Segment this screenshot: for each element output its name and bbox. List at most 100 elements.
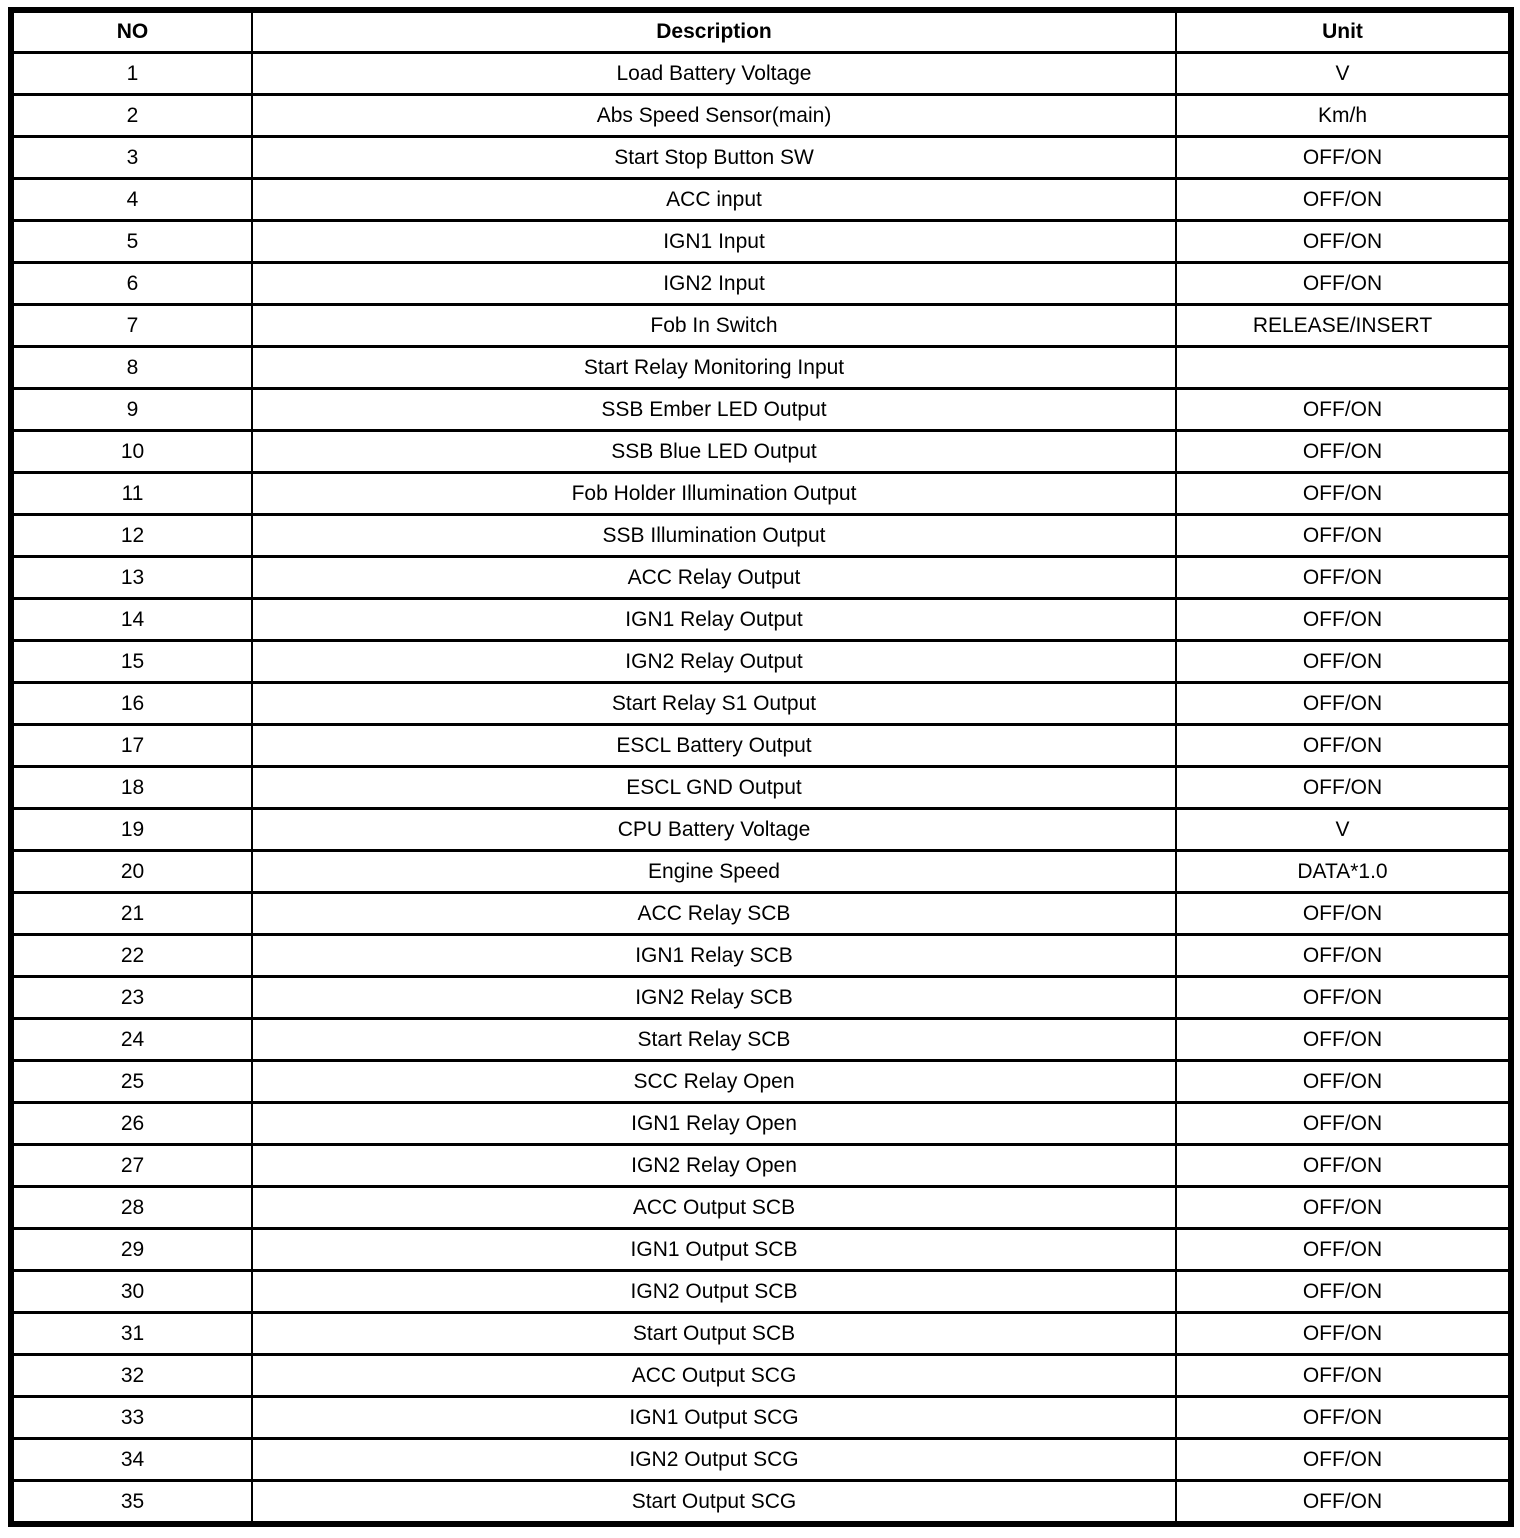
table-row: 16 Start Relay S1 Output OFF/ON [10,681,1512,726]
cell-description: ACC Output SCB [251,1185,1177,1230]
cell-no: 18 [10,765,253,810]
cell-no: 28 [10,1185,253,1230]
table-row: 23 IGN2 Relay SCB OFF/ON [10,975,1512,1020]
cell-unit: OFF/ON [1175,1017,1512,1062]
cell-unit: OFF/ON [1175,723,1512,768]
cell-no: 16 [10,681,253,726]
cell-description: Start Output SCB [251,1311,1177,1356]
cell-description: IGN1 Relay Output [251,597,1177,642]
cell-no: 15 [10,639,253,684]
table-row: 15 IGN2 Relay Output OFF/ON [10,639,1512,684]
cell-unit: OFF/ON [1175,1227,1512,1272]
cell-unit: OFF/ON [1175,933,1512,978]
cell-no: 13 [10,555,253,600]
cell-no: 20 [10,849,253,894]
table-row: 1 Load Battery Voltage V [10,51,1512,96]
cell-description: SSB Ember LED Output [251,387,1177,432]
cell-description: IGN2 Input [251,261,1177,306]
cell-description: SSB Illumination Output [251,513,1177,558]
cell-no: 11 [10,471,253,516]
table-row: 18 ESCL GND Output OFF/ON [10,765,1512,810]
cell-description: ESCL Battery Output [251,723,1177,768]
table-row: 22 IGN1 Relay SCB OFF/ON [10,933,1512,978]
cell-no: 24 [10,1017,253,1062]
data-list-table: NO Description Unit 1 Load Battery Volta… [8,7,1514,1527]
cell-unit: OFF/ON [1175,891,1512,936]
cell-no: 17 [10,723,253,768]
cell-description: IGN1 Output SCB [251,1227,1177,1272]
table-row: 32 ACC Output SCG OFF/ON [10,1353,1512,1398]
cell-description: IGN1 Input [251,219,1177,264]
table-row: 7 Fob In Switch RELEASE/INSERT [10,303,1512,348]
cell-unit: OFF/ON [1175,471,1512,516]
cell-no: 7 [10,303,253,348]
table-row: 10 SSB Blue LED Output OFF/ON [10,429,1512,474]
header-cell-no: NO [10,8,253,54]
cell-no: 6 [10,261,253,306]
cell-description: Fob In Switch [251,303,1177,348]
cell-unit: OFF/ON [1175,1353,1512,1398]
table-row: 4 ACC input OFF/ON [10,177,1512,222]
cell-description: CPU Battery Voltage [251,807,1177,852]
cell-description: IGN1 Relay Open [251,1101,1177,1146]
cell-no: 33 [10,1395,253,1440]
cell-description: Start Output SCG [251,1479,1177,1526]
table-row: 5 IGN1 Input OFF/ON [10,219,1512,264]
table-row: 28 ACC Output SCB OFF/ON [10,1185,1512,1230]
cell-unit: OFF/ON [1175,1311,1512,1356]
cell-description: SCC Relay Open [251,1059,1177,1104]
cell-description: ACC Output SCG [251,1353,1177,1398]
table-row: 14 IGN1 Relay Output OFF/ON [10,597,1512,642]
cell-no: 32 [10,1353,253,1398]
cell-no: 8 [10,345,253,390]
cell-no: 19 [10,807,253,852]
cell-description: Fob Holder Illumination Output [251,471,1177,516]
table-row: 9 SSB Ember LED Output OFF/ON [10,387,1512,432]
cell-unit: OFF/ON [1175,219,1512,264]
cell-unit: OFF/ON [1175,513,1512,558]
cell-unit: OFF/ON [1175,681,1512,726]
table-row: 19 CPU Battery Voltage V [10,807,1512,852]
table-row: 25 SCC Relay Open OFF/ON [10,1059,1512,1104]
table-row: 33 IGN1 Output SCG OFF/ON [10,1395,1512,1440]
cell-unit: OFF/ON [1175,1185,1512,1230]
cell-description: IGN2 Relay Open [251,1143,1177,1188]
cell-no: 22 [10,933,253,978]
cell-unit: OFF/ON [1175,135,1512,180]
cell-description: ESCL GND Output [251,765,1177,810]
cell-no: 27 [10,1143,253,1188]
table-row: 21 ACC Relay SCB OFF/ON [10,891,1512,936]
cell-unit: OFF/ON [1175,261,1512,306]
header-row: NO Description Unit [10,8,1512,54]
cell-unit: OFF/ON [1175,387,1512,432]
cell-unit [1175,345,1512,390]
table-row: 6 IGN2 Input OFF/ON [10,261,1512,306]
cell-description: IGN1 Output SCG [251,1395,1177,1440]
cell-no: 25 [10,1059,253,1104]
cell-no: 34 [10,1437,253,1482]
cell-no: 10 [10,429,253,474]
cell-description: IGN2 Relay SCB [251,975,1177,1020]
cell-no: 21 [10,891,253,936]
cell-unit: OFF/ON [1175,1143,1512,1188]
cell-unit: OFF/ON [1175,975,1512,1020]
cell-description: IGN2 Output SCG [251,1437,1177,1482]
cell-no: 9 [10,387,253,432]
table-row: 11 Fob Holder Illumination Output OFF/ON [10,471,1512,516]
cell-no: 31 [10,1311,253,1356]
table-row: 12 SSB Illumination Output OFF/ON [10,513,1512,558]
cell-description: Start Relay Monitoring Input [251,345,1177,390]
table-row: 35 Start Output SCG OFF/ON [10,1479,1512,1526]
cell-no: 29 [10,1227,253,1272]
cell-description: ACC Relay Output [251,555,1177,600]
cell-description: Start Stop Button SW [251,135,1177,180]
cell-unit: OFF/ON [1175,555,1512,600]
cell-no: 3 [10,135,253,180]
cell-description: IGN2 Relay Output [251,639,1177,684]
table-row: 17 ESCL Battery Output OFF/ON [10,723,1512,768]
cell-unit: OFF/ON [1175,765,1512,810]
cell-unit: RELEASE/INSERT [1175,303,1512,348]
table-row: 31 Start Output SCB OFF/ON [10,1311,1512,1356]
cell-no: 5 [10,219,253,264]
